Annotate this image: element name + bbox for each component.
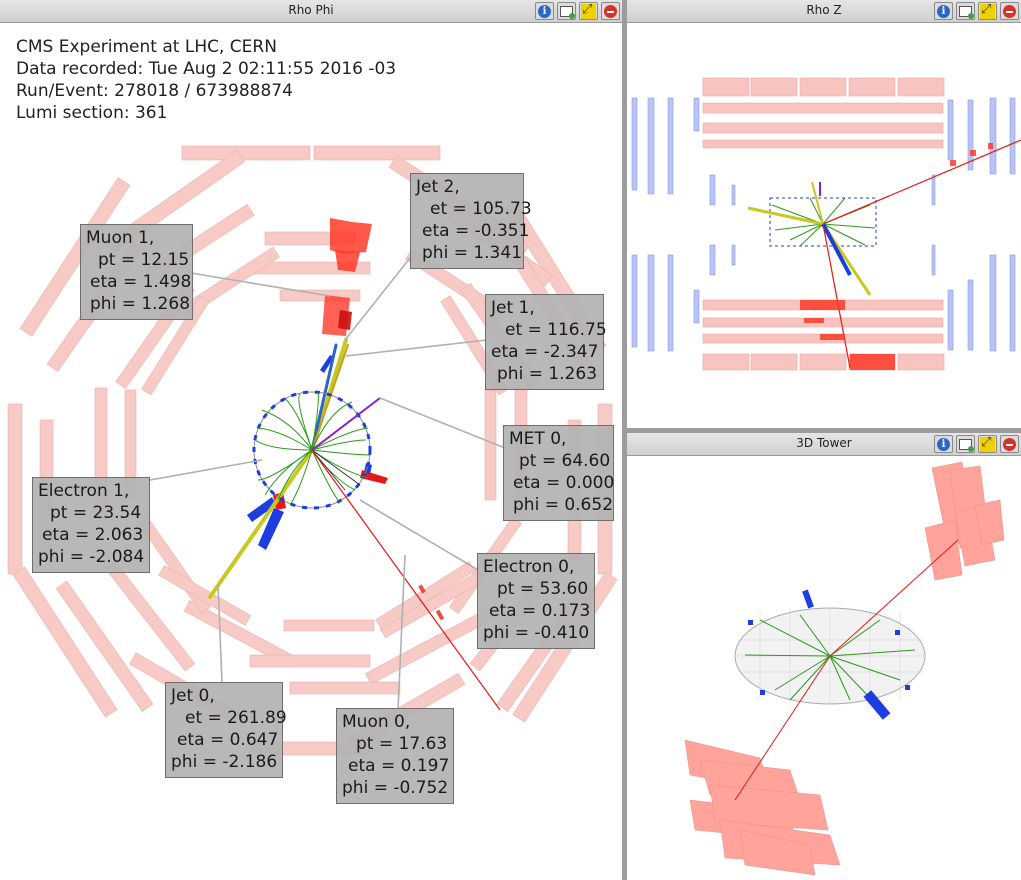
label-title: Electron 0, <box>483 557 575 577</box>
rho-z-view[interactable] <box>627 23 1021 428</box>
label-title: Electron 1, <box>38 481 130 501</box>
save-image-icon <box>560 5 575 19</box>
label-line: et = 261.89 <box>185 708 287 728</box>
maximize-icon <box>980 435 995 452</box>
tower-3d-close-button[interactable] <box>1000 435 1019 453</box>
tower-3d-view[interactable] <box>627 456 1021 880</box>
label-line: phi = 1.268 <box>90 294 191 314</box>
label-line: et = 116.75 <box>505 320 607 340</box>
info-icon: i <box>937 4 950 18</box>
event-info: CMS Experiment at LHC, CERN Data recorde… <box>16 36 396 124</box>
label-muon-0[interactable]: Muon 0, pt = 17.63 eta = 0.197 phi = -0.752 <box>336 708 454 804</box>
label-line: phi = -0.410 <box>483 623 590 643</box>
rho-z-close-button[interactable] <box>1000 2 1019 20</box>
label-line: eta = -2.347 <box>491 342 599 362</box>
close-icon <box>1003 4 1016 18</box>
label-line: pt = 17.63 <box>356 734 448 754</box>
label-title: Muon 0, <box>342 712 411 732</box>
event-info-experiment: CMS Experiment at LHC, CERN <box>16 37 277 57</box>
close-icon <box>604 4 617 18</box>
maximize-icon <box>581 2 596 19</box>
rho-phi-title: Rho Phi <box>288 3 334 17</box>
save-image-icon <box>959 438 974 452</box>
event-info-run-event: Run/Event: 278018 / 673988874 <box>16 81 293 101</box>
label-line: eta = 0.173 <box>489 601 591 621</box>
label-line: pt = 64.60 <box>519 451 611 471</box>
label-line: eta = 2.063 <box>42 525 144 545</box>
label-line: eta = -0.351 <box>422 221 530 241</box>
label-line: phi = 1.263 <box>497 364 598 384</box>
rho-z-detector-drawing <box>631 77 1021 371</box>
close-icon <box>1003 437 1016 451</box>
rho-z-info-button[interactable]: i <box>934 2 953 20</box>
label-title: Muon 1, <box>86 228 155 248</box>
label-line: pt = 53.60 <box>497 579 589 599</box>
rho-z-title: Rho Z <box>806 3 842 17</box>
tower-3d-drawing <box>684 461 1005 876</box>
label-line: phi = -2.084 <box>38 547 145 567</box>
label-line: pt = 12.15 <box>98 250 190 270</box>
label-title: Jet 0, <box>171 686 215 706</box>
tower-3d-panel: 3D Tower i <box>627 433 1021 880</box>
rho-phi-maximize-button[interactable] <box>579 2 598 20</box>
tower-3d-maximize-button[interactable] <box>978 435 997 453</box>
label-line: eta = 1.498 <box>90 272 192 292</box>
rho-z-maximize-button[interactable] <box>978 2 997 20</box>
tower-3d-titlebar[interactable]: 3D Tower i <box>627 433 1021 456</box>
label-line: phi = 0.652 <box>513 495 614 515</box>
label-title: MET 0, <box>509 429 567 449</box>
label-line: phi = -0.752 <box>342 778 449 798</box>
horizontal-splitter[interactable] <box>627 428 1021 433</box>
label-line: phi = -2.186 <box>171 752 278 772</box>
label-line: phi = 1.341 <box>422 243 523 263</box>
rho-phi-titlebar[interactable]: Rho Phi i <box>0 0 622 23</box>
label-electron-1[interactable]: Electron 1, pt = 23.54 eta = 2.063 phi = -2… <box>32 477 150 573</box>
label-electron-0[interactable]: Electron 0, pt = 53.60 eta = 0.173 phi = -0… <box>477 553 595 649</box>
rho-phi-save-image-button[interactable] <box>557 2 576 20</box>
label-jet-2[interactable]: Jet 2, et = 105.73 eta = -0.351 phi = 1.341 <box>410 173 532 269</box>
label-title: Jet 2, <box>416 177 460 197</box>
label-title: Jet 1, <box>491 298 535 318</box>
label-line: eta = 0.000 <box>513 473 615 493</box>
rho-z-titlebar[interactable]: Rho Z i <box>627 0 1021 23</box>
tower-3d-info-button[interactable]: i <box>934 435 953 453</box>
label-jet-1[interactable]: Jet 1, et = 116.75 eta = -2.347 phi = 1.263 <box>485 294 607 390</box>
info-icon: i <box>937 437 950 451</box>
label-jet-0[interactable]: Jet 0, et = 261.89 eta = 0.647 phi = -2.186 <box>165 682 287 778</box>
maximize-icon <box>980 2 995 19</box>
label-met-0[interactable]: MET 0, pt = 64.60 eta = 0.000 phi = 0.652 <box>503 425 614 521</box>
tower-3d-save-image-button[interactable] <box>956 435 975 453</box>
event-info-date: Data recorded: Tue Aug 2 02:11:55 2016 -… <box>16 59 397 79</box>
tower-3d-title: 3D Tower <box>796 436 852 450</box>
rho-phi-close-button[interactable] <box>601 2 620 20</box>
event-info-lumi: Lumi section: 361 <box>16 103 168 123</box>
label-line: eta = 0.197 <box>348 756 450 776</box>
label-line: eta = 0.647 <box>177 730 279 750</box>
vertical-splitter[interactable] <box>622 0 627 880</box>
rho-z-save-image-button[interactable] <box>956 2 975 20</box>
label-muon-1[interactable]: Muon 1, pt = 12.15 eta = 1.498 phi = 1.268 <box>80 224 193 320</box>
label-line: pt = 23.54 <box>50 503 142 523</box>
info-icon: i <box>538 4 551 18</box>
rho-phi-info-button[interactable]: i <box>535 2 554 20</box>
save-image-icon <box>959 5 974 19</box>
rho-z-panel: Rho Z i <box>627 0 1021 428</box>
label-line: et = 105.73 <box>430 199 532 219</box>
